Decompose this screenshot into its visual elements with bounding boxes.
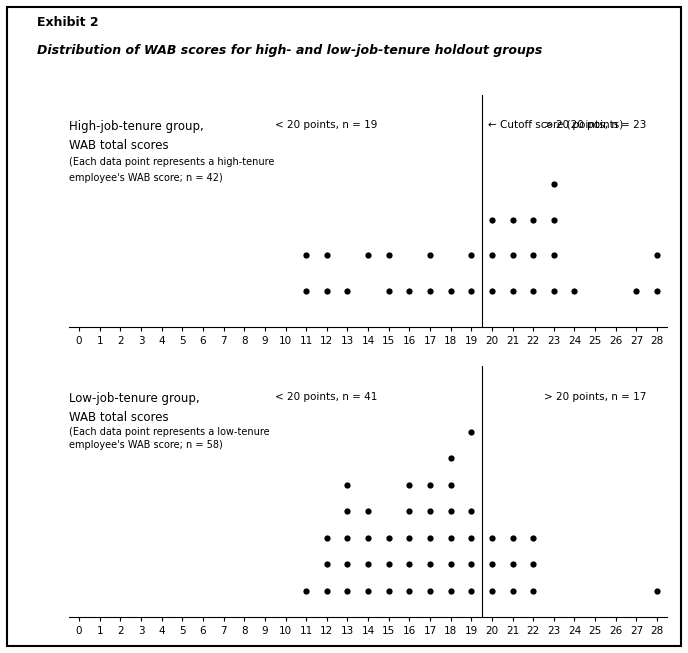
Text: (Each data point represents a low-tenure: (Each data point represents a low-tenure [69,426,270,437]
Text: > 20 points, n = 23: > 20 points, n = 23 [544,119,646,130]
Text: Exhibit 2: Exhibit 2 [37,16,99,29]
Text: Distribution of WAB scores for high- and low-job-tenure holdout groups: Distribution of WAB scores for high- and… [37,44,543,57]
Text: employee's WAB score; n = 58): employee's WAB score; n = 58) [69,439,222,450]
Text: < 20 points, n = 19: < 20 points, n = 19 [275,119,378,130]
Text: (Each data point represents a high-tenure: (Each data point represents a high-tenur… [69,157,275,167]
Text: High-job-tenure group,: High-job-tenure group, [69,119,204,133]
Text: Low-job-tenure group,: Low-job-tenure group, [69,392,200,405]
Text: ← Cutoff score (20 points): ← Cutoff score (20 points) [488,119,623,130]
Text: WAB total scores: WAB total scores [69,411,169,424]
Text: < 20 points, n = 41: < 20 points, n = 41 [275,392,378,402]
Text: > 20 points, n = 17: > 20 points, n = 17 [544,392,646,402]
Text: WAB total scores: WAB total scores [69,139,169,152]
Text: employee's WAB score; n = 42): employee's WAB score; n = 42) [69,173,222,183]
